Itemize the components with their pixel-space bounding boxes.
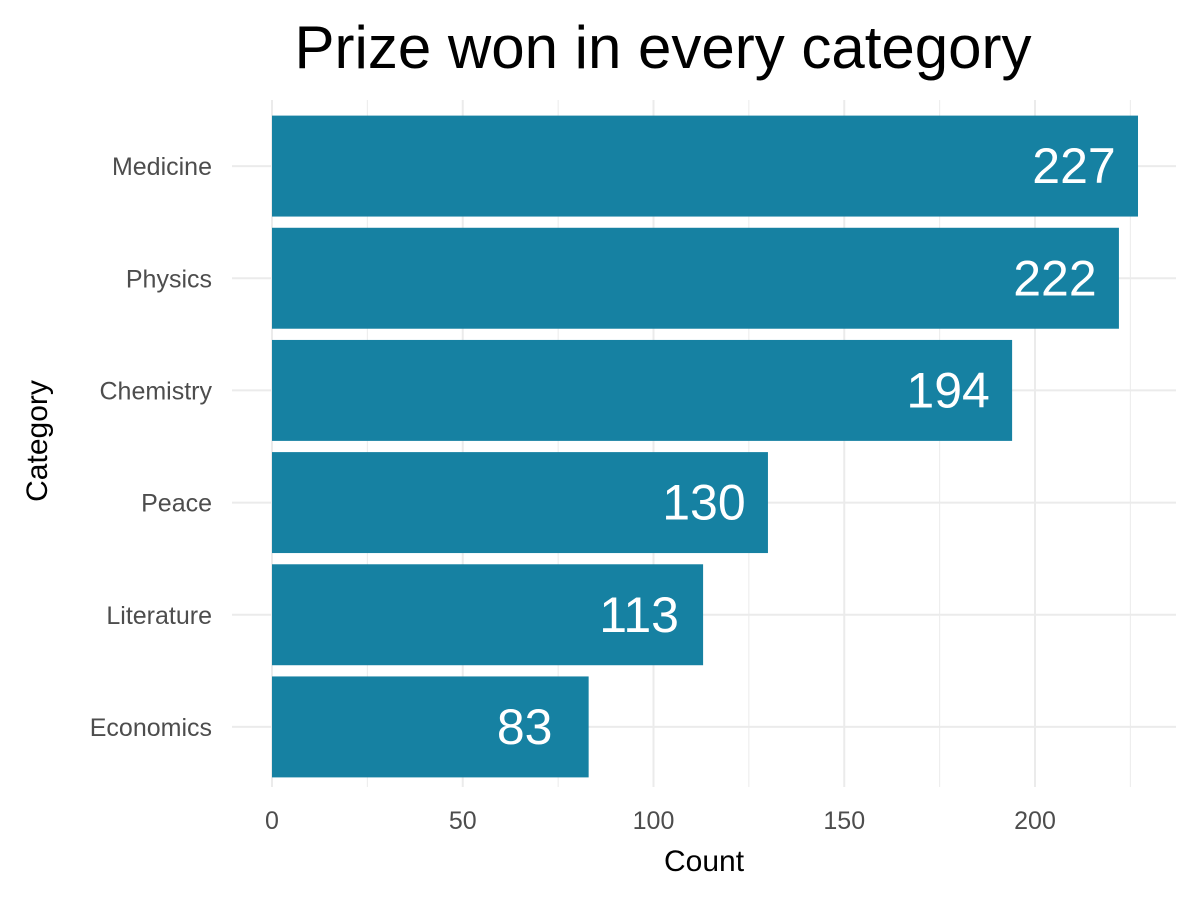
x-tick-label: 0 [265,807,279,835]
data-label-chemistry: 194 [906,362,989,418]
x-axis-title: Count [664,845,745,878]
bar-chemistry [272,339,1013,441]
y-tick-label: Chemistry [99,377,212,405]
data-label-economics: 83 [497,699,553,755]
bar-physics [272,227,1119,329]
bar-peace [272,452,768,554]
x-tick-label: 50 [449,807,477,835]
y-tick-label: Medicine [112,153,212,181]
x-tick-label: 100 [633,807,675,835]
data-label-literature: 113 [599,587,679,643]
y-tick-label: Literature [106,602,212,630]
data-label-peace: 130 [662,475,745,531]
y-tick-label: Physics [126,265,212,293]
x-tick-label: 150 [823,807,865,835]
bar-literature [272,564,704,666]
y-tick-label: Economics [90,714,212,742]
bar-economics [272,676,589,778]
bars-layer [272,115,1139,778]
chart-title: Prize won in every category [295,14,1032,81]
data-labels-layer: 227 222 194 130 113 83 [497,138,1116,755]
data-label-physics: 222 [1013,250,1096,306]
data-label-medicine: 227 [1032,138,1115,194]
axes-layer: Medicine Physics Chemistry Peace Literature E… [90,153,1056,835]
x-tick-label: 200 [1014,807,1056,835]
y-tick-label: Peace [141,490,212,518]
y-axis-title: Category [21,380,54,502]
bar-medicine [272,115,1139,217]
